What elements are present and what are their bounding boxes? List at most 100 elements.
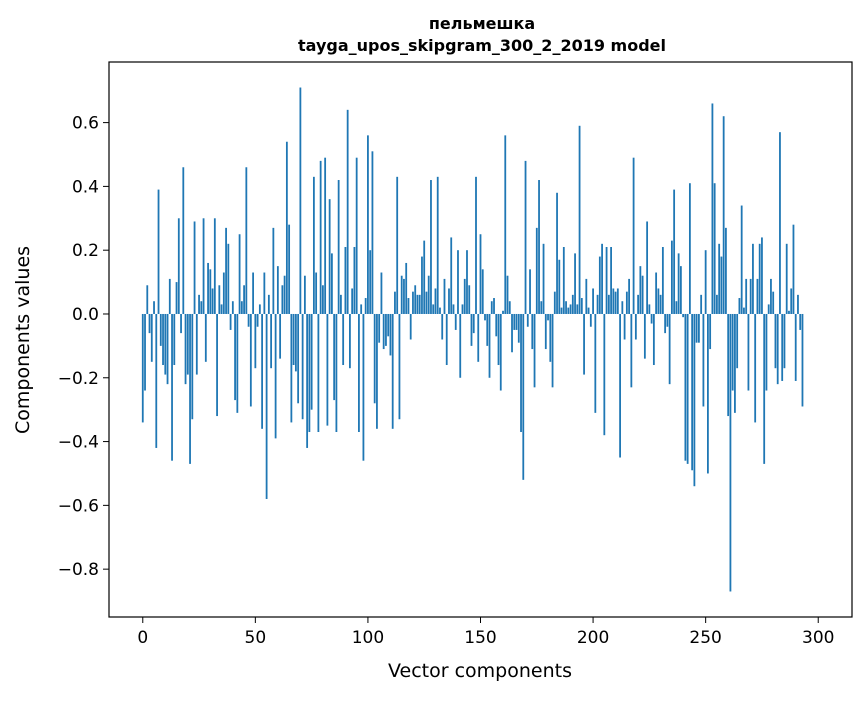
bar	[315, 272, 318, 314]
bar	[529, 269, 531, 314]
bar	[621, 301, 624, 314]
bar	[321, 285, 324, 314]
bar	[551, 313, 554, 388]
bar	[477, 313, 480, 362]
bar	[367, 135, 369, 314]
bar	[560, 307, 563, 314]
bar	[303, 275, 306, 314]
bar	[398, 313, 401, 420]
bar	[691, 313, 694, 471]
bar	[283, 275, 286, 314]
bar	[666, 313, 669, 327]
bar	[481, 269, 484, 314]
bar	[682, 313, 685, 318]
y-tick-label: −0.2	[58, 369, 99, 389]
bar	[231, 301, 234, 314]
bar	[150, 313, 153, 362]
bar	[400, 275, 403, 314]
bar	[180, 313, 182, 334]
y-tick-label: −0.8	[58, 560, 99, 580]
bar	[319, 160, 322, 314]
x-axis: 0 50 100 150 200 250 300	[137, 617, 834, 648]
bar	[353, 247, 356, 314]
bar	[427, 275, 430, 314]
bar	[378, 313, 381, 343]
bar	[310, 313, 313, 410]
bar	[184, 313, 187, 385]
bar	[414, 285, 417, 314]
bar	[700, 294, 703, 314]
bar	[720, 256, 723, 314]
x-axis-label: Vector components	[388, 660, 572, 682]
bar	[256, 313, 259, 327]
bar	[745, 278, 748, 314]
bar	[781, 313, 784, 381]
bar	[614, 291, 617, 314]
bar	[747, 313, 750, 391]
bar	[549, 313, 552, 362]
bar	[168, 278, 171, 314]
bar	[243, 285, 245, 314]
bar	[526, 313, 529, 327]
bar	[646, 221, 649, 314]
bar	[797, 294, 799, 314]
bar	[193, 221, 196, 314]
bar	[234, 313, 236, 401]
bar	[567, 307, 570, 314]
bar	[727, 313, 730, 417]
bar	[457, 250, 459, 314]
bar	[670, 240, 673, 314]
bar	[673, 189, 676, 314]
bar	[749, 278, 752, 314]
bar	[776, 313, 779, 385]
y-axis-label: Components values	[12, 246, 34, 434]
bar	[272, 227, 275, 314]
bar	[175, 282, 178, 314]
bar	[718, 243, 721, 314]
bar	[225, 227, 227, 314]
bar	[177, 218, 180, 314]
bar	[439, 307, 441, 314]
bar	[765, 313, 768, 391]
bar	[738, 298, 741, 314]
bar	[407, 298, 410, 314]
bar	[202, 218, 205, 314]
bar	[679, 266, 682, 314]
bar	[709, 313, 712, 350]
bar	[596, 294, 599, 314]
bar	[373, 313, 376, 404]
bar	[441, 313, 444, 340]
bar	[297, 313, 300, 404]
bar	[504, 135, 507, 314]
bar	[355, 157, 358, 314]
bar	[369, 250, 372, 314]
bar	[153, 301, 155, 314]
bar	[195, 313, 198, 375]
bar	[698, 313, 700, 343]
bar	[754, 313, 757, 423]
bar	[166, 313, 169, 385]
bar	[740, 205, 743, 314]
bar	[716, 294, 718, 314]
bar	[258, 304, 261, 314]
bar	[245, 167, 248, 314]
bar	[574, 253, 576, 314]
bar	[328, 199, 331, 314]
bar	[204, 313, 207, 362]
bar	[198, 294, 200, 314]
bar	[285, 141, 288, 314]
bar	[220, 304, 223, 314]
bar	[396, 176, 399, 314]
bar	[688, 183, 691, 314]
bar	[281, 285, 284, 314]
bar	[229, 313, 232, 330]
bar	[249, 313, 252, 407]
bar	[675, 301, 678, 314]
bar	[274, 313, 277, 439]
bar	[141, 313, 144, 423]
bar	[686, 313, 689, 464]
bar	[472, 313, 475, 334]
bar	[648, 304, 651, 314]
